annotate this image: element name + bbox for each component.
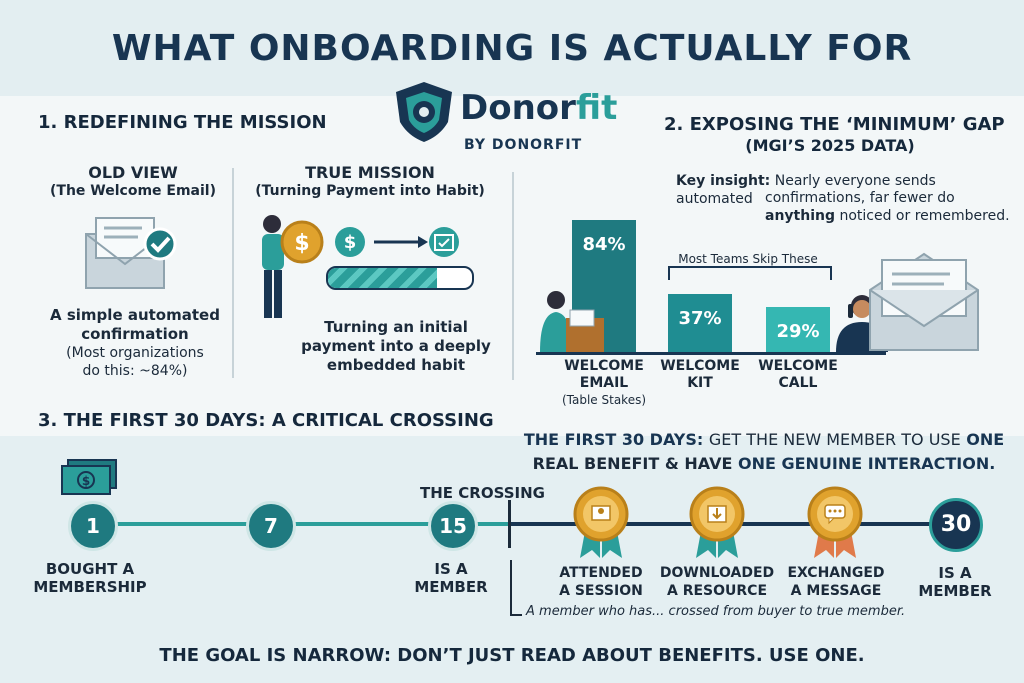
brand-byline: BY DONORFIT — [464, 137, 583, 153]
section3-heading: 3. THE FIRST 30 DAYS: A CRITICAL CROSSIN… — [38, 410, 494, 431]
chart-value-label-1: 84% — [582, 234, 626, 256]
section-divider — [512, 172, 514, 380]
badge-3-label: EXCHANGED A MESSAGE — [787, 565, 885, 599]
badge-downloaded-resource — [688, 486, 746, 564]
section2-heading: 2. EXPOSING THE ‘MINIMUM’ GAP — [664, 114, 1005, 135]
crossing-marker — [508, 500, 511, 548]
person-box-icon — [536, 288, 608, 356]
footnote-text: A member who has... crossed from buyer t… — [526, 604, 906, 619]
badge-1-label: ATTENDED A SESSION — [559, 565, 643, 599]
chart-category-label-3: WELCOME CALL — [758, 358, 838, 391]
brand-name: Donorfit — [460, 88, 618, 128]
dollar-to-habit-icon: $ — [332, 224, 462, 264]
open-envelope-icon — [866, 240, 982, 358]
old-view-title: OLD VIEW — [88, 163, 178, 182]
true-mission-desc-1: Turning an initial — [324, 318, 468, 336]
goal-statement: THE FIRST 30 DAYS: GET THE NEW MEMBER TO… — [523, 430, 1005, 473]
true-mission-subtitle: (Turning Payment into Habit) — [255, 183, 485, 199]
page-title: WHAT ONBOARDING IS ACTUALLY FOR — [111, 28, 913, 69]
bottom-band — [0, 436, 1024, 683]
true-mission-desc-2: payment into a deeply — [301, 337, 491, 355]
skip-bracket — [668, 266, 832, 280]
day-1-label: BOUGHT A MEMBERSHIP — [33, 560, 147, 596]
day-15-label: IS A MEMBER — [414, 560, 488, 596]
header-band — [0, 0, 1024, 96]
true-mission-title: TRUE MISSION — [305, 163, 435, 182]
chart-value-label-2: 37% — [678, 307, 722, 329]
old-view-note-2: do this: ~84%) — [82, 363, 188, 379]
true-mission-desc-3: embedded habit — [326, 356, 466, 374]
key-insight-line-2: confirmations, far fewer do — [765, 190, 955, 206]
day-15-node: 15 — [428, 501, 478, 551]
section1-heading: 1. REDEFINING THE MISSION — [38, 112, 327, 133]
section1-divider — [232, 168, 234, 378]
svg-text:$: $ — [82, 474, 90, 488]
chart-category-label-2: WELCOME KIT — [660, 358, 740, 391]
day-30-node: 30 — [929, 498, 983, 552]
badge-exchanged-message — [806, 486, 864, 564]
chart-category-label-1: WELCOME EMAIL (Table Stakes) — [561, 358, 647, 407]
cash-icon: $ — [60, 458, 118, 500]
crossing-label: THE CROSSING — [420, 484, 545, 502]
chart-bar-2 — [668, 293, 732, 352]
chat-badge-icon — [807, 486, 863, 558]
day-1-node: 1 — [68, 501, 118, 551]
old-view-subtitle: (The Welcome Email) — [50, 183, 216, 199]
footnote-bracket — [510, 560, 522, 616]
key-insight: Key insight: Nearly everyone sends autom… — [676, 173, 936, 207]
skip-label: Most Teams Skip These — [660, 252, 836, 266]
habit-progress-fill — [328, 268, 438, 288]
brand-logo — [392, 80, 456, 144]
timeline-line-before — [90, 522, 510, 526]
download-badge-icon — [689, 486, 745, 558]
badge-2-label: DOWNLOADED A RESOURCE — [659, 565, 775, 599]
chart-bar-3 — [766, 306, 830, 352]
old-view-desc-1: A simple automated — [50, 306, 220, 324]
habit-progress-bar — [326, 266, 474, 290]
section2-subheading: (MGI’S 2025 DATA) — [745, 136, 915, 155]
person-badge-icon — [573, 486, 629, 558]
svg-text:$: $ — [344, 232, 357, 253]
chart-baseline — [536, 352, 886, 355]
envelope-check-icon — [82, 212, 182, 296]
person-coin-icon: $ — [254, 212, 330, 336]
old-view-desc-2: confirmation — [81, 325, 189, 343]
footer-statement: THE GOAL IS NARROW: DON’T JUST READ ABOU… — [159, 645, 865, 666]
badge-attended-session — [572, 486, 630, 564]
key-insight-line-3: anything noticed or remembered. — [765, 208, 1010, 224]
day-30-label: IS A MEMBER — [918, 564, 992, 600]
old-view-note-1: (Most organizations — [66, 345, 204, 361]
day-7-node: 7 — [246, 501, 296, 551]
chart-value-label-3: 29% — [776, 320, 820, 342]
shield-logo-icon — [396, 82, 452, 142]
svg-text:$: $ — [294, 231, 309, 256]
